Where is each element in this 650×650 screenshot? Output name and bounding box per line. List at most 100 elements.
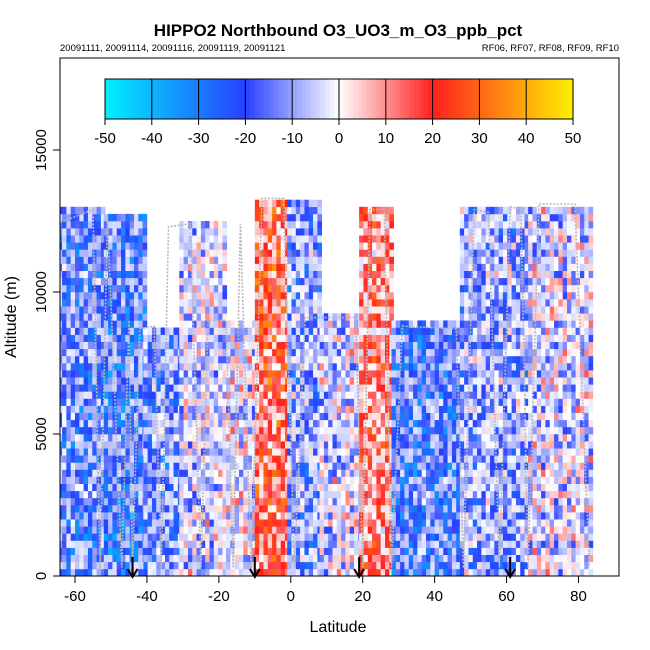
heatmap-cell	[459, 462, 465, 470]
heatmap-cell	[138, 568, 143, 576]
heatmap-cell	[363, 235, 369, 243]
heatmap-cell	[138, 292, 143, 300]
heatmap-cell	[459, 284, 465, 293]
heatmap-cell	[291, 505, 297, 513]
heatmap-cell	[83, 270, 89, 279]
heatmap-cell	[87, 355, 93, 364]
heatmap-cell	[133, 341, 139, 350]
heatmap-cell	[121, 341, 126, 350]
heatmap-cell	[70, 476, 76, 484]
heatmap-cell	[389, 228, 394, 236]
heatmap-cell	[341, 448, 346, 456]
heatmap-cell	[490, 284, 495, 293]
heatmap-cell	[464, 363, 469, 371]
heatmap-cell	[53, 377, 58, 384]
heatmap-cell	[468, 363, 474, 371]
heatmap-cell	[323, 405, 329, 413]
heatmap-cell	[336, 568, 342, 576]
heatmap-cell	[464, 469, 469, 477]
heatmap-cell	[53, 420, 58, 427]
heatmap-cell	[143, 540, 148, 548]
heatmap-cell	[323, 391, 329, 399]
heatmap-cell	[332, 547, 338, 555]
heatmap-cell	[308, 469, 314, 477]
heatmap-cell	[263, 292, 269, 300]
heatmap-cell	[313, 448, 318, 456]
heatmap-cell	[100, 320, 106, 328]
heatmap-cell	[53, 264, 58, 271]
heatmap-cell	[280, 483, 286, 492]
heatmap-cell	[485, 455, 491, 463]
heatmap-cell	[372, 327, 377, 335]
heatmap-cell	[430, 476, 435, 484]
heatmap-cell	[332, 398, 338, 406]
heatmap-cell	[92, 213, 97, 222]
heatmap-cell	[317, 284, 323, 293]
heatmap-cell	[133, 256, 139, 264]
heatmap-cell	[60, 277, 63, 286]
heatmap-cell	[138, 547, 143, 555]
heatmap-cell	[498, 426, 504, 435]
heatmap-cell	[389, 306, 394, 314]
heatmap-cell	[53, 477, 58, 484]
heatmap-cell	[160, 384, 166, 392]
heatmap-cell	[60, 320, 63, 328]
heatmap-cell	[160, 462, 166, 470]
heatmap-cell	[363, 497, 369, 506]
heatmap-cell	[464, 547, 469, 555]
heatmap-cell	[173, 476, 179, 484]
heatmap-cell	[498, 391, 504, 399]
heatmap-cell	[328, 497, 333, 506]
heatmap-cell	[243, 490, 248, 499]
heatmap-cell	[304, 348, 310, 357]
heatmap-cell	[468, 284, 474, 293]
heatmap-cell	[490, 554, 495, 563]
heatmap-cell	[438, 370, 444, 378]
heatmap-cell	[328, 412, 333, 421]
heatmap-cell	[295, 384, 301, 392]
heatmap-cell	[75, 547, 80, 555]
heatmap-cell	[447, 533, 453, 541]
heatmap-cell	[66, 270, 71, 279]
heatmap-cell	[133, 242, 139, 250]
heatmap-cell	[83, 405, 89, 413]
heatmap-cell	[209, 370, 215, 378]
heatmap-cell	[451, 540, 457, 548]
heatmap-cell	[209, 384, 215, 392]
heatmap-cell	[280, 490, 286, 499]
heatmap-cell	[112, 341, 118, 350]
heatmap-cell	[430, 391, 435, 399]
heatmap-cell	[498, 462, 504, 470]
heatmap-cell	[443, 391, 448, 399]
heatmap-cell	[391, 348, 397, 357]
heatmap-cell	[92, 228, 97, 236]
heatmap-cell	[254, 249, 260, 257]
heatmap-cell	[464, 497, 469, 506]
heatmap-cell	[481, 434, 487, 442]
heatmap-cell	[459, 505, 465, 513]
heatmap-cell	[363, 554, 369, 563]
heatmap-cell	[295, 426, 301, 435]
heatmap-cell	[313, 441, 318, 449]
heatmap-cell	[389, 249, 394, 257]
heatmap-cell	[251, 370, 257, 378]
heatmap-cell	[60, 235, 63, 243]
heatmap-cell	[354, 419, 359, 428]
heatmap-cell	[116, 462, 122, 470]
heatmap-cell	[100, 292, 106, 300]
heatmap-cell	[372, 363, 377, 371]
heatmap-cell	[183, 554, 189, 563]
heatmap-cell	[443, 398, 448, 406]
heatmap-cell	[367, 426, 373, 435]
heatmap-cell	[213, 469, 219, 477]
heatmap-cell	[103, 561, 109, 570]
heatmap-cell	[376, 206, 381, 215]
heatmap-cell	[218, 320, 223, 328]
heatmap-cell	[336, 398, 342, 406]
heatmap-cell	[300, 483, 305, 492]
heatmap-cell	[372, 277, 377, 286]
heatmap-cell	[451, 327, 457, 335]
heatmap-cell	[173, 341, 179, 350]
heatmap-cell	[276, 213, 282, 222]
heatmap-cell	[400, 561, 405, 570]
